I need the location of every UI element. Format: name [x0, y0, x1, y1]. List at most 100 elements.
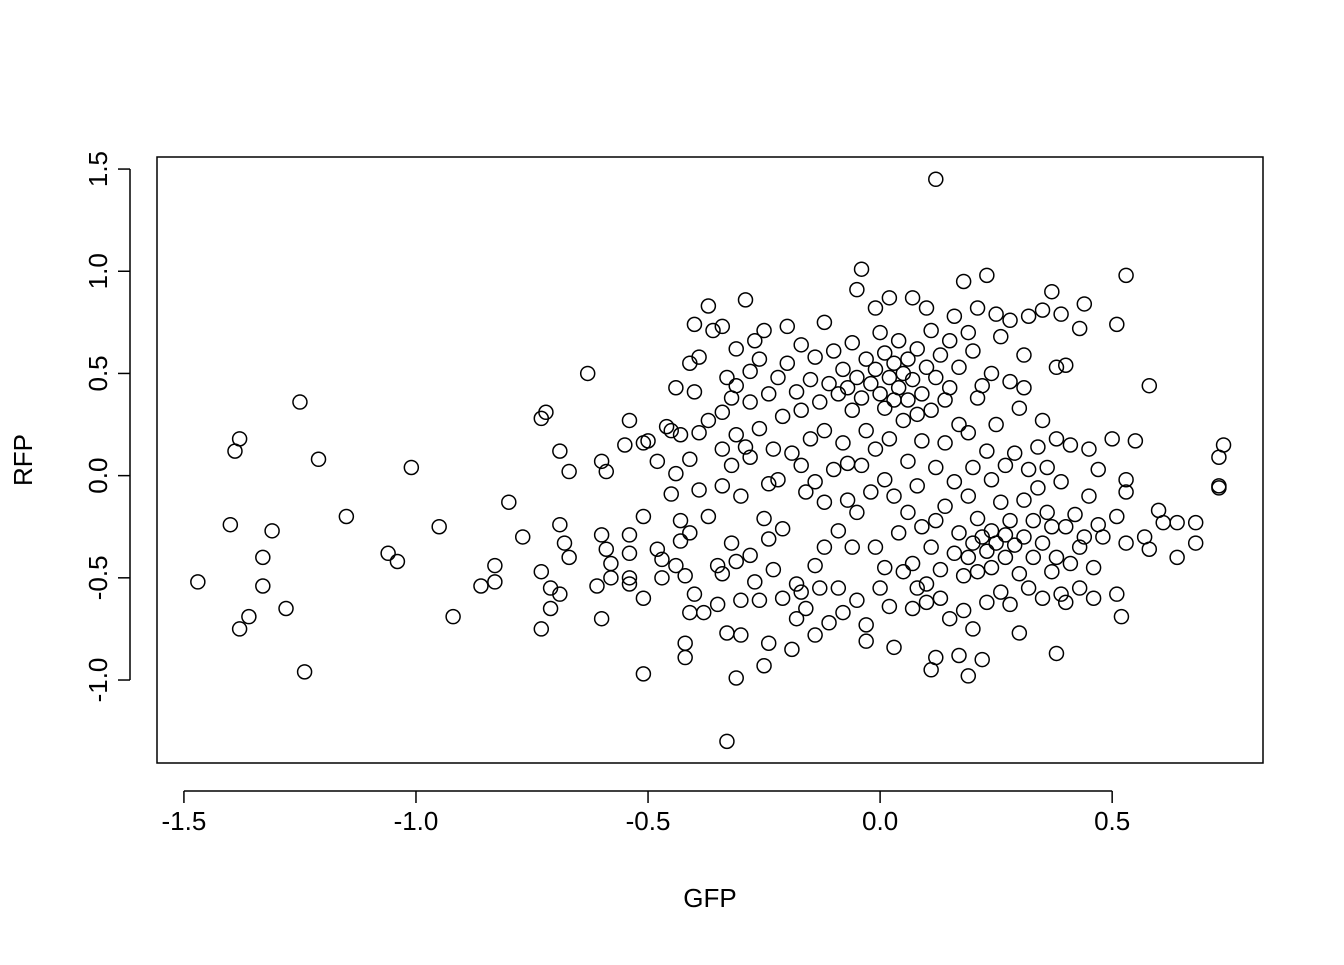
point	[923, 402, 939, 418]
point	[960, 668, 977, 684]
point	[960, 549, 977, 566]
point	[867, 441, 884, 457]
point	[951, 525, 967, 541]
point	[1118, 471, 1134, 488]
point	[1025, 512, 1042, 529]
point	[825, 461, 842, 478]
point	[849, 592, 865, 609]
point	[876, 345, 893, 361]
point	[751, 592, 768, 609]
point	[533, 410, 550, 427]
point	[974, 651, 990, 668]
point	[955, 273, 972, 290]
point	[1016, 492, 1032, 508]
point	[1076, 296, 1093, 312]
point	[556, 535, 573, 551]
point	[960, 424, 977, 441]
point	[473, 578, 489, 594]
point	[914, 518, 930, 535]
point	[863, 375, 879, 392]
y-tick-label: 0.5	[83, 355, 113, 391]
point	[807, 557, 823, 574]
point	[649, 541, 666, 557]
point	[835, 604, 851, 621]
point	[812, 394, 828, 410]
point	[812, 580, 828, 596]
point	[1053, 306, 1069, 322]
point	[779, 355, 796, 371]
point	[719, 625, 735, 641]
point	[918, 300, 935, 316]
point	[955, 568, 972, 584]
point	[733, 592, 749, 609]
point	[1062, 437, 1079, 453]
point	[788, 384, 805, 400]
point	[533, 621, 550, 637]
point	[1104, 431, 1120, 447]
point	[1002, 596, 1018, 613]
point	[719, 733, 735, 750]
point	[839, 492, 856, 508]
point	[1071, 320, 1088, 337]
point	[770, 471, 786, 488]
point	[946, 308, 963, 324]
point	[672, 512, 689, 529]
point	[709, 596, 726, 613]
point	[1039, 504, 1055, 521]
point	[579, 365, 596, 382]
point	[858, 422, 874, 439]
point	[296, 664, 313, 680]
point	[946, 474, 963, 490]
point	[1030, 480, 1046, 496]
point	[867, 361, 884, 378]
point	[1016, 347, 1032, 363]
point	[760, 476, 777, 492]
point	[728, 553, 744, 570]
x-tick-label: -1.5	[162, 806, 207, 836]
point	[872, 386, 888, 402]
point	[635, 508, 652, 525]
point	[1071, 580, 1088, 596]
point	[1187, 535, 1204, 551]
point	[663, 422, 679, 439]
point	[928, 171, 944, 188]
point	[593, 527, 610, 543]
point	[886, 355, 902, 371]
point	[890, 525, 907, 541]
point	[1057, 518, 1074, 535]
point	[1109, 316, 1125, 333]
point	[603, 570, 619, 586]
point	[802, 431, 819, 447]
point	[937, 435, 953, 451]
point	[774, 408, 791, 425]
point	[983, 559, 1000, 576]
point	[802, 371, 819, 388]
point	[1169, 514, 1185, 531]
point	[807, 349, 823, 365]
point	[598, 463, 615, 480]
point	[1127, 433, 1144, 449]
point	[876, 471, 893, 488]
point	[714, 404, 731, 421]
point	[231, 621, 248, 637]
point	[742, 449, 758, 465]
point	[839, 455, 856, 472]
point	[445, 608, 461, 625]
point	[904, 600, 921, 617]
point	[876, 400, 893, 416]
point	[723, 457, 740, 474]
point	[672, 533, 689, 549]
point	[937, 498, 953, 515]
point	[756, 510, 772, 527]
point	[788, 576, 805, 592]
point	[760, 386, 777, 402]
point	[941, 610, 958, 627]
point	[682, 604, 698, 621]
point	[844, 402, 861, 418]
point	[1048, 549, 1065, 566]
point	[1081, 441, 1097, 457]
point	[589, 578, 605, 594]
point	[668, 380, 684, 396]
point	[621, 576, 638, 592]
